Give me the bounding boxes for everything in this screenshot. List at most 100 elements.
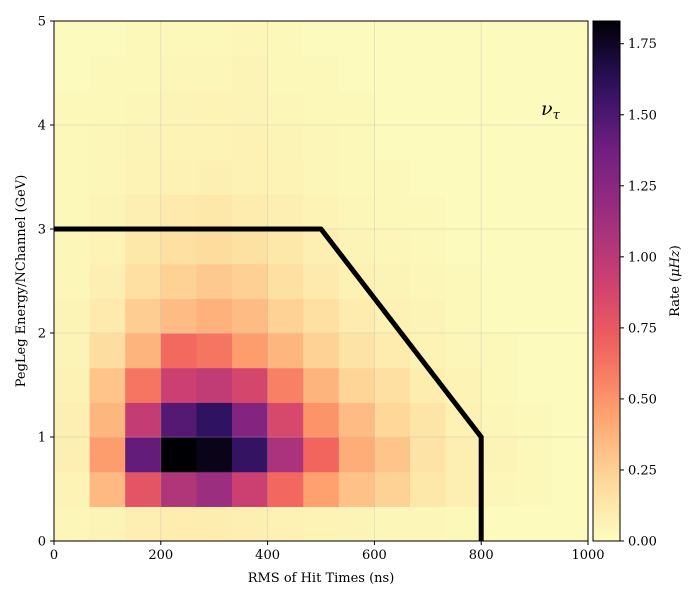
heatmap-cell: [516, 298, 553, 334]
heatmap-cell: [267, 471, 304, 507]
heatmap-cell: [196, 159, 233, 195]
heatmap-cell: [54, 55, 91, 91]
heatmap-cell: [160, 55, 198, 91]
heatmap-cell: [516, 437, 553, 473]
heatmap-cell: [125, 90, 162, 126]
heatmap-cell: [303, 298, 340, 334]
heatmap-cell: [267, 333, 304, 369]
heatmap-cell: [89, 90, 126, 126]
heatmap-cell: [552, 367, 589, 403]
heatmap-cell: [89, 125, 126, 161]
heatmap-cell: [481, 437, 518, 473]
heatmap-cell: [267, 367, 304, 403]
plot-frame: [53, 20, 589, 542]
heatmap-cell: [445, 263, 482, 299]
colorbar-tick-label: 0.25: [628, 463, 657, 478]
heatmap-cell: [516, 506, 553, 542]
heatmap-cell: [481, 194, 518, 230]
heatmap-cell: [160, 159, 198, 195]
heatmap-cell: [231, 194, 269, 230]
heatmap-cell: [410, 90, 447, 126]
heatmap-cell: [89, 437, 126, 473]
heatmap-cell: [89, 333, 126, 369]
heatmap-cell: [196, 55, 233, 91]
heatmap-cell: [338, 90, 375, 126]
heatmap-cell: [160, 263, 198, 299]
annotation-subscript: τ: [553, 108, 561, 123]
heatmap-cell: [374, 229, 411, 265]
heatmap-cell: [374, 506, 411, 542]
heatmap-cell: [196, 298, 233, 334]
heatmap-cell: [160, 333, 198, 369]
heatmap-cell: [410, 125, 447, 161]
heatmap-cell: [410, 402, 447, 438]
y-tick-label: 5: [38, 15, 46, 30]
heatmap-cell: [516, 90, 553, 126]
x-axis-ticks: 0 200 400 600 800 1000: [50, 541, 605, 563]
heatmap-cells: [54, 21, 589, 542]
heatmap-cell: [303, 125, 340, 161]
y-axis-label: PegLeg Energy/NChannel (GeV): [14, 175, 29, 388]
heatmap-cell: [160, 471, 198, 507]
heatmap-cell: [552, 55, 589, 91]
heatmap-cell: [231, 471, 269, 507]
heatmap-cell: [54, 229, 91, 265]
heatmap-cell: [374, 263, 411, 299]
colorbar-tick-label: 0.00: [628, 535, 657, 550]
heatmap-cell: [267, 55, 304, 91]
heatmap-cell: [231, 125, 269, 161]
heatmap-cell: [552, 159, 589, 195]
heatmap-cell: [481, 506, 518, 542]
heatmap-cell: [516, 55, 553, 91]
heatmap-cell: [89, 55, 126, 91]
colorbar-tick-label: 1.50: [628, 108, 657, 123]
heatmap-cell: [516, 333, 553, 369]
cut-region-boundary: [54, 226, 484, 541]
heatmap-cell: [516, 194, 553, 230]
heatmap-cell: [231, 90, 269, 126]
heatmap-cell: [54, 471, 91, 507]
heatmap-cell: [410, 471, 447, 507]
heatmap-cell: [231, 437, 269, 473]
heatmap-cell: [445, 298, 482, 334]
heatmap-cell: [231, 367, 269, 403]
heatmap-cell: [54, 333, 91, 369]
heatmap-cell: [196, 194, 233, 230]
heatmap-cell: [552, 263, 589, 299]
heatmap-cell: [410, 229, 447, 265]
heatmap-cell: [374, 402, 411, 438]
heatmap-cell: [516, 367, 553, 403]
heatmap-cell: [303, 402, 340, 438]
heatmap-cell: [54, 21, 91, 57]
x-tick-label: 1000: [571, 548, 604, 563]
y-tick-label: 2: [38, 327, 46, 342]
heatmap-cell: [125, 506, 162, 542]
heatmap-cell: [516, 229, 553, 265]
heatmap-cell: [231, 298, 269, 334]
heatmap-cell: [338, 437, 375, 473]
heatmap-cell: [125, 471, 162, 507]
heatmap-cell: [267, 437, 304, 473]
heatmap-cell: [481, 263, 518, 299]
heatmap-cell: [410, 506, 447, 542]
heatmap-cell: [552, 194, 589, 230]
heatmap-cell: [89, 506, 126, 542]
heatmap-cell: [410, 437, 447, 473]
heatmap-cell: [338, 333, 375, 369]
x-tick-label: 400: [255, 548, 280, 563]
heatmap-cell: [445, 333, 482, 369]
heatmap-cell: [196, 506, 233, 542]
heatmap-cell: [481, 298, 518, 334]
heatmap-cell: [374, 90, 411, 126]
heatmap-cell: [54, 194, 91, 230]
heatmap-cell: [481, 471, 518, 507]
colorbar-tick-label: 0.50: [628, 392, 657, 407]
heatmap-cell: [125, 55, 162, 91]
heatmap-cell: [303, 367, 340, 403]
x-tick-label: 200: [148, 548, 173, 563]
heatmap-cell: [267, 194, 304, 230]
heatmap-cell: [267, 21, 304, 57]
y-tick-label: 4: [38, 119, 46, 134]
heatmap-cell: [89, 367, 126, 403]
